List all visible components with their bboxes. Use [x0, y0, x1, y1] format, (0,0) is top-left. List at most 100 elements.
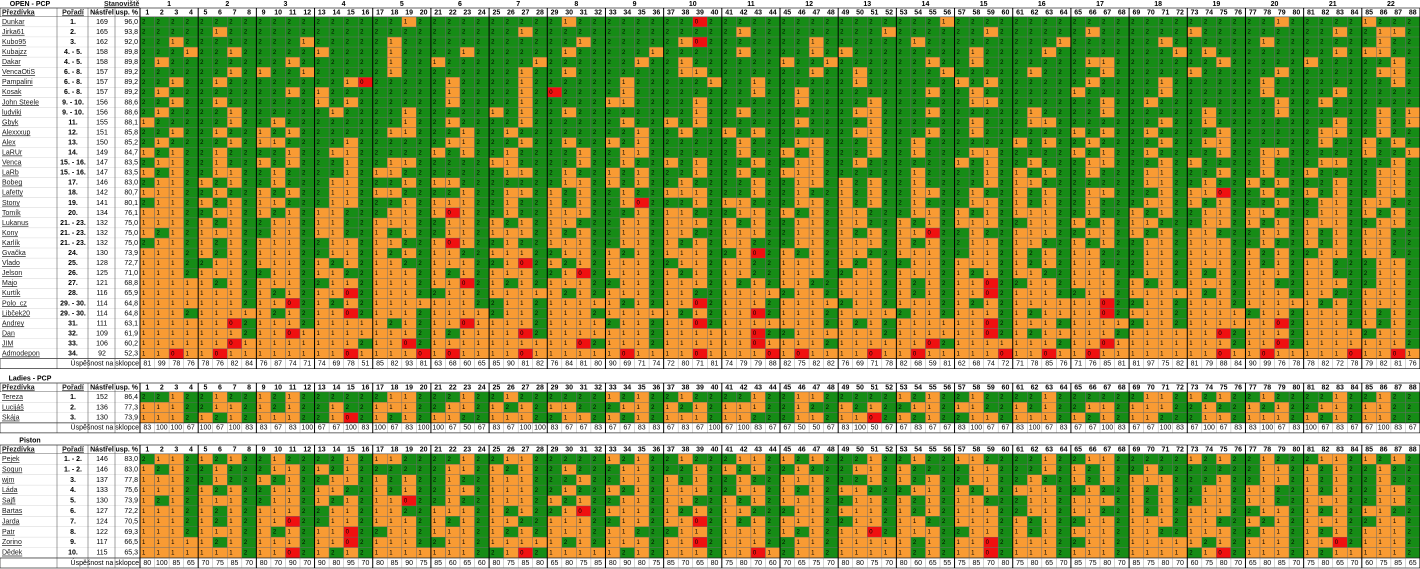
- station-number: 11: [747, 1, 755, 8]
- shot-value: 2: [1233, 50, 1237, 56]
- shot-value: 1: [1393, 60, 1397, 66]
- player-name[interactable]: Gbyk: [2, 119, 19, 126]
- player-name[interactable]: Venca: [2, 160, 22, 167]
- player-name[interactable]: LaRUr: [2, 150, 23, 157]
- shot-value: 1: [171, 40, 175, 46]
- player-name[interactable]: Bobeg: [2, 180, 22, 187]
- trap-number: 70: [1147, 9, 1155, 16]
- shot-value: 1: [1262, 40, 1266, 46]
- shot-value: 2: [593, 60, 597, 66]
- player-name[interactable]: Jirka61: [2, 29, 25, 36]
- shot-value: 2: [1291, 30, 1295, 36]
- shot-value: 2: [593, 50, 597, 56]
- station-number: 22: [1387, 1, 1395, 8]
- player-name[interactable]: Lafetty: [2, 190, 24, 197]
- shot-value: 2: [1029, 60, 1033, 66]
- player-name[interactable]: Kosak: [2, 89, 22, 96]
- shot-value: 2: [942, 30, 946, 36]
- shot-value: 2: [1378, 60, 1382, 66]
- shot-value: 2: [142, 30, 146, 36]
- player-name[interactable]: LaRb: [2, 170, 19, 177]
- percent: 85,2: [124, 139, 138, 146]
- player-name[interactable]: Alex: [2, 139, 16, 146]
- shot-value: 2: [1306, 40, 1310, 46]
- player-name[interactable]: Vlado: [2, 260, 20, 267]
- player-name[interactable]: Stony: [2, 200, 20, 207]
- shot-value: 2: [855, 60, 859, 66]
- shot-value: 2: [244, 50, 248, 56]
- shot-value: 2: [1320, 30, 1324, 36]
- trap-number: 47: [812, 9, 820, 16]
- shot-value: 2: [375, 70, 379, 76]
- shot-value: 1: [884, 30, 888, 36]
- player-name[interactable]: Kubajzz: [2, 49, 27, 56]
- rank: 24.: [68, 250, 78, 257]
- shot-value: 2: [1131, 60, 1135, 66]
- shot-value: 2: [1306, 30, 1310, 36]
- player-name[interactable]: Tomík: [2, 210, 21, 217]
- shot-value: 2: [1393, 50, 1397, 56]
- player-name[interactable]: Jelson: [2, 270, 22, 277]
- shot-value: 2: [1175, 30, 1179, 36]
- row-bg: [0, 17, 140, 28]
- shot-value: 2: [186, 40, 190, 46]
- shot-value: 2: [1247, 20, 1251, 26]
- percent: 92,0: [124, 39, 138, 46]
- player-name[interactable]: Majo: [2, 280, 17, 287]
- shot-value: 2: [404, 40, 408, 46]
- shot-value: 2: [447, 20, 451, 26]
- shot-value: 2: [1058, 30, 1062, 36]
- player-name[interactable]: Kubo95: [2, 39, 26, 46]
- trap-number: 31: [580, 9, 588, 16]
- shot-value: 2: [1087, 20, 1091, 26]
- player-name[interactable]: Kony: [2, 230, 18, 237]
- shot-value: 2: [506, 60, 510, 66]
- trap-number: 18: [391, 9, 399, 16]
- shot-value: 2: [142, 50, 146, 56]
- shot-value: 2: [258, 30, 262, 36]
- shot-value: 2: [229, 20, 233, 26]
- rank: 21. - 23.: [60, 230, 86, 237]
- shot-value: 1: [1102, 60, 1106, 66]
- shot-value: 2: [797, 30, 801, 36]
- trap-number: 1: [145, 9, 149, 16]
- shot-value: 2: [869, 20, 873, 26]
- trap-number: 60: [1002, 9, 1010, 16]
- shot-value: 2: [913, 20, 917, 26]
- shot-value: 2: [666, 70, 670, 76]
- score: 165: [96, 29, 108, 36]
- percent: 89,8: [124, 49, 138, 56]
- shot-value: 2: [709, 40, 713, 46]
- header-score: Nástřel: [90, 9, 114, 16]
- score: 125: [96, 270, 108, 277]
- shot-value: 2: [549, 60, 553, 66]
- player-name[interactable]: Dunkar: [2, 19, 25, 26]
- trap-number: 45: [783, 9, 791, 16]
- player-name[interactable]: Gvačka: [2, 250, 26, 257]
- shot-value: 2: [1015, 50, 1019, 56]
- shot-value: 1: [520, 70, 524, 76]
- shot-value: 2: [1349, 60, 1353, 66]
- shot-value: 2: [1233, 30, 1237, 36]
- score: 156: [96, 99, 108, 106]
- shot-value: 2: [1407, 40, 1411, 46]
- shot-value: 2: [651, 30, 655, 36]
- shot-value: 2: [171, 20, 175, 26]
- score: 157: [96, 69, 108, 76]
- shot-value: 1: [927, 60, 931, 66]
- player-name[interactable]: Karlík: [2, 240, 20, 247]
- trap-number: 16: [362, 9, 370, 16]
- player-name[interactable]: John Steele: [2, 99, 39, 106]
- player-name[interactable]: ludviki: [2, 109, 22, 116]
- score: 128: [96, 260, 108, 267]
- shot-value: 2: [942, 40, 946, 46]
- shot-value: 2: [433, 30, 437, 36]
- player-name[interactable]: Dakar: [2, 59, 21, 66]
- rank: 9. - 10.: [62, 109, 84, 116]
- player-name[interactable]: VencaOtiS: [2, 69, 35, 76]
- player-name[interactable]: Pampalini: [2, 79, 33, 86]
- player-name[interactable]: Alexxxup: [2, 129, 31, 136]
- score: 157: [96, 79, 108, 86]
- shot-value: 2: [215, 40, 219, 46]
- player-name[interactable]: Lukanus: [2, 220, 29, 227]
